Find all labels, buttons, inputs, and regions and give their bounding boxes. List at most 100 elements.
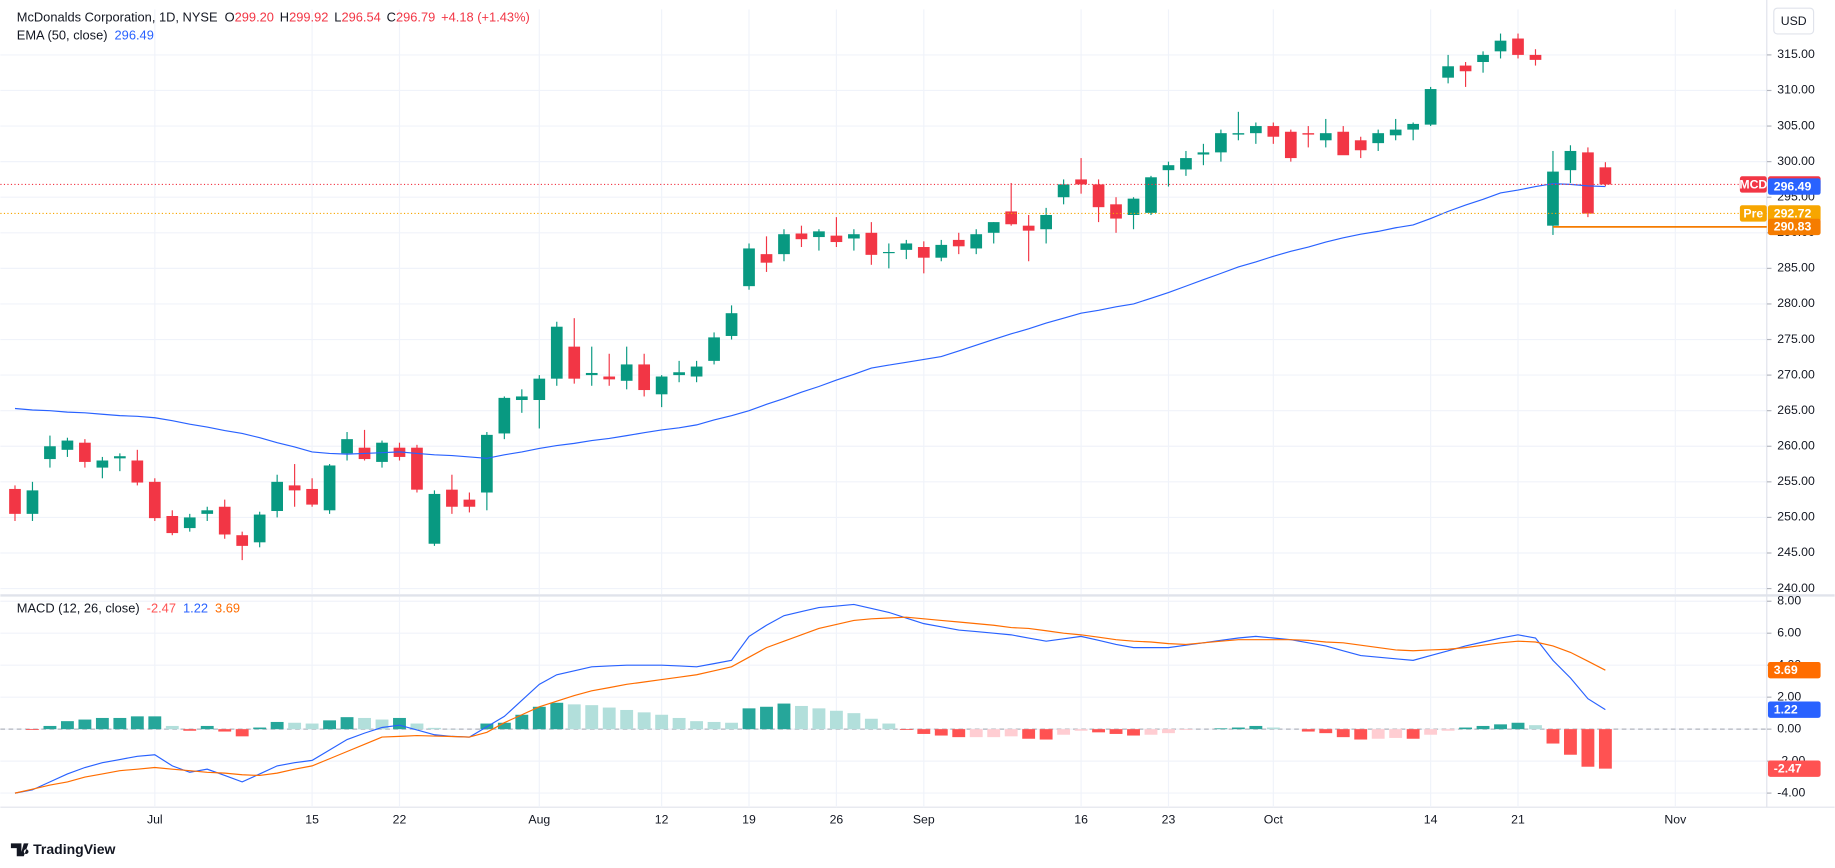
histogram-bar bbox=[672, 717, 686, 730]
candle bbox=[463, 492, 476, 513]
price-tag bbox=[1767, 218, 1821, 236]
histogram-bar bbox=[1127, 729, 1140, 736]
histogram-bar bbox=[1546, 729, 1560, 744]
price-tag bbox=[1767, 178, 1821, 195]
candle-body bbox=[515, 396, 528, 401]
candle bbox=[1162, 161, 1175, 187]
brand-icon[interactable] bbox=[10, 843, 29, 857]
histogram-bar bbox=[777, 703, 791, 730]
candle-body bbox=[952, 239, 965, 247]
candle bbox=[26, 481, 39, 521]
histogram-bar bbox=[1092, 729, 1105, 733]
histogram-bar bbox=[1511, 722, 1525, 730]
candle bbox=[795, 225, 808, 248]
candle-body bbox=[813, 231, 825, 238]
histogram-bar bbox=[690, 721, 704, 730]
histogram-bar bbox=[340, 717, 354, 730]
histogram-bar bbox=[235, 729, 249, 737]
histogram-bar bbox=[1249, 725, 1263, 730]
y-tick-label: 255.00 bbox=[1777, 474, 1815, 488]
candle-body bbox=[1022, 225, 1035, 231]
histogram-bar bbox=[847, 713, 861, 730]
candle-body bbox=[498, 397, 511, 434]
y-tick-label: 265.00 bbox=[1777, 403, 1815, 417]
candle bbox=[1302, 126, 1315, 148]
candle bbox=[987, 222, 1000, 244]
ema-value: 296.49 bbox=[115, 28, 154, 43]
candle bbox=[1250, 122, 1262, 144]
candle bbox=[568, 318, 581, 384]
ema-name: EMA (50, close) bbox=[17, 28, 108, 43]
histogram-bar bbox=[165, 725, 179, 730]
currency-button-box[interactable] bbox=[1773, 7, 1815, 35]
price-tag-label: 296.49 bbox=[1774, 179, 1812, 193]
histogram-bar bbox=[393, 717, 406, 730]
macd-line bbox=[14, 603, 1606, 794]
candle bbox=[970, 229, 983, 255]
candle bbox=[1040, 207, 1052, 244]
histogram-bar bbox=[760, 706, 773, 730]
candle bbox=[61, 437, 74, 457]
currency-label[interactable]: USD bbox=[1781, 14, 1807, 28]
candle bbox=[1075, 158, 1087, 194]
x-tick-label: 23 bbox=[1162, 812, 1176, 826]
candle-body bbox=[463, 499, 476, 507]
histogram-bar bbox=[200, 725, 214, 730]
histogram-value: -2.47 bbox=[147, 601, 176, 616]
candle bbox=[655, 375, 668, 408]
candle-body bbox=[603, 376, 616, 380]
histogram-bar bbox=[130, 716, 144, 730]
candle bbox=[1337, 126, 1350, 156]
histogram-bar bbox=[1231, 727, 1245, 730]
candle bbox=[96, 456, 109, 479]
histogram-bar bbox=[1529, 725, 1542, 730]
candle-body bbox=[1319, 133, 1332, 141]
candle-body bbox=[61, 440, 74, 450]
candle bbox=[323, 464, 336, 514]
candle bbox=[1512, 33, 1524, 59]
candle-body bbox=[183, 517, 196, 529]
x-tick-label: 26 bbox=[830, 812, 844, 826]
histogram-bar bbox=[78, 719, 92, 730]
histogram-bar bbox=[1354, 729, 1368, 740]
candle-body bbox=[795, 233, 808, 240]
candle bbox=[236, 531, 249, 561]
brand-name[interactable]: TradingView bbox=[33, 841, 115, 857]
candle-body bbox=[585, 372, 598, 376]
x-tick-label: 22 bbox=[393, 812, 407, 826]
histogram-bar bbox=[1109, 729, 1123, 734]
histogram-bar bbox=[375, 719, 389, 730]
candle-body bbox=[638, 364, 651, 391]
candle bbox=[131, 449, 144, 486]
histogram-bar bbox=[602, 707, 616, 730]
candle bbox=[1092, 179, 1105, 223]
candle-body bbox=[323, 465, 336, 511]
candle bbox=[253, 511, 266, 548]
y-tick-label: 2.00 bbox=[1777, 689, 1801, 703]
histogram-bar bbox=[795, 705, 808, 730]
candle-body bbox=[306, 488, 318, 505]
histogram-bar bbox=[585, 705, 599, 730]
candle-body bbox=[725, 313, 738, 336]
histogram-bar bbox=[113, 717, 127, 730]
candle bbox=[1564, 145, 1577, 183]
candle bbox=[481, 432, 493, 511]
symbol-title: McDonalds Corporation, 1D, NYSE bbox=[17, 10, 218, 25]
price-tag bbox=[1767, 205, 1821, 222]
candle-body bbox=[9, 488, 21, 514]
histogram-bar bbox=[1371, 729, 1385, 739]
candle-body bbox=[882, 252, 895, 254]
candle-body bbox=[341, 439, 353, 454]
histogram-bar bbox=[1441, 729, 1455, 731]
candle-body bbox=[550, 326, 563, 379]
brand-logo[interactable]: TradingView bbox=[10, 841, 116, 857]
currency-button[interactable]: USD bbox=[1773, 7, 1815, 35]
histogram-bar bbox=[410, 723, 424, 730]
candle bbox=[218, 499, 231, 539]
change-value: +4.18 (+1.43%) bbox=[441, 10, 530, 25]
candle bbox=[1232, 111, 1245, 141]
histogram-bar bbox=[1424, 729, 1438, 735]
histogram-bar bbox=[829, 710, 843, 730]
